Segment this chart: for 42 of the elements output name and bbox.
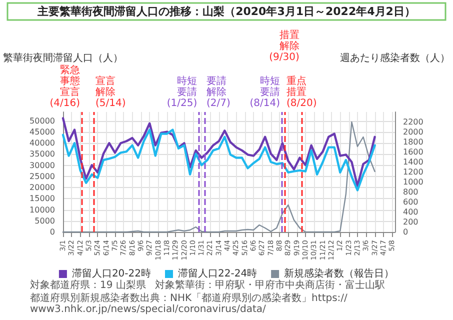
ref-line-label: 要請解除(2/7): [206, 75, 230, 109]
y2-tick-label: 200: [403, 218, 418, 226]
legend-label: 滞留人口20-22時: [72, 268, 152, 280]
ref-line-label: 措置解除(9/30): [269, 29, 300, 63]
y2-tick-label: 1800: [403, 138, 424, 146]
y-tick-label: 20000: [30, 183, 55, 192]
y-tick-label: 25000: [30, 172, 55, 181]
y-tick-label: 45000: [30, 128, 55, 136]
y2-tick-label: 0: [403, 228, 408, 236]
y2-tick-label: 1000: [403, 178, 424, 186]
y2-axis-title: 週あたり感染者数（人）: [340, 52, 450, 64]
line-series: [62, 121, 376, 233]
y2-tick-label: 1200: [403, 168, 424, 176]
legend-label: 新規感染者数（報告日）: [284, 268, 394, 280]
text: 都道府県別新規感染者数出典：NHK「都道府県別の感染者数」https://www3.nhk.or.jp/news/special/coronavirus/data/: [30, 292, 348, 315]
ref-line-label: 時短要請(8/14): [250, 75, 280, 109]
y2-tick-label: 1400: [403, 158, 424, 166]
y-tick-label: 5000: [34, 216, 55, 226]
y-tick-label: 50000: [30, 116, 55, 126]
y-tick-label: 15000: [30, 194, 55, 204]
ref-line-label: 時短要請(1/25): [166, 75, 198, 109]
y-tick-label: 10000: [30, 205, 55, 214]
y-tick-label: 0: [50, 228, 55, 236]
y2-tick-label: 600: [403, 198, 418, 206]
y-axis-title: 繁華街夜間滞留人口（人）: [3, 52, 123, 64]
y2-tick-label: 1600: [403, 148, 424, 156]
y2-tick-label: 400: [403, 208, 418, 216]
y2-tick-label: 2200: [403, 118, 424, 126]
ref-line-label: 緊急事態宣言(4/16): [50, 64, 80, 109]
line-series: [62, 117, 376, 188]
y-tick-label: 30000: [30, 160, 55, 170]
text: 対象都道府県：19 山梨県: [30, 279, 146, 291]
line-series: [62, 128, 376, 192]
text: 対象繁華街：甲府駅・甲府市中央商店街・富士山駅: [155, 279, 385, 291]
ref-line-label: 宣言解除(5/14): [96, 75, 126, 109]
y-tick-label: 35000: [30, 150, 55, 159]
y-tick-label: 40000: [30, 138, 55, 148]
ref-line-label: 重点措置(8/20): [286, 75, 317, 109]
legend-label: 滞留人口22-24時: [178, 268, 258, 280]
chart-title: 主要繁華街夜間滞留人口の推移：山梨（2020年3月1日～2022年4月2日）: [36, 5, 416, 18]
y2-tick-label: 2000: [403, 128, 424, 136]
y2-tick-label: 800: [403, 188, 418, 196]
